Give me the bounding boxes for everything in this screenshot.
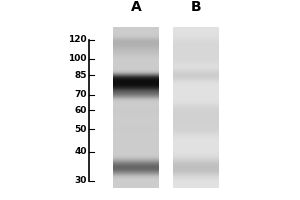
Text: 50: 50 xyxy=(75,125,87,134)
Text: A: A xyxy=(131,0,142,14)
Text: 40: 40 xyxy=(74,147,87,156)
Text: 60: 60 xyxy=(75,106,87,115)
Text: 100: 100 xyxy=(68,54,87,63)
Text: 85: 85 xyxy=(74,71,87,80)
Text: 120: 120 xyxy=(68,35,87,44)
Text: 30: 30 xyxy=(75,176,87,185)
Text: B: B xyxy=(191,0,202,14)
Text: 70: 70 xyxy=(74,90,87,99)
